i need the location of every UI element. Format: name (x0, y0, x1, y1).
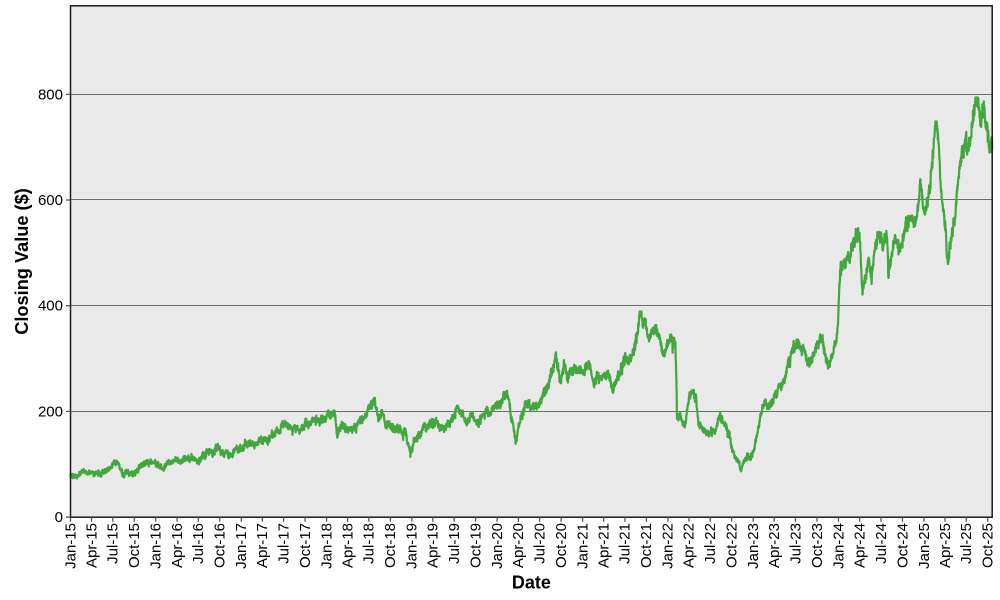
svg-text:Apr-19: Apr-19 (425, 523, 442, 568)
svg-text:Apr-25: Apr-25 (937, 523, 954, 568)
svg-text:Apr-17: Apr-17 (254, 523, 271, 568)
svg-text:Apr-23: Apr-23 (766, 523, 783, 568)
svg-text:400: 400 (38, 298, 63, 315)
svg-text:Jul-17: Jul-17 (275, 523, 292, 564)
svg-text:Jan-19: Jan-19 (404, 523, 421, 569)
svg-text:Apr-20: Apr-20 (510, 523, 527, 568)
svg-text:600: 600 (38, 192, 63, 209)
svg-text:Jan-21: Jan-21 (574, 523, 591, 569)
svg-text:Oct-19: Oct-19 (467, 523, 484, 568)
svg-text:Jul-22: Jul-22 (702, 523, 719, 564)
svg-text:Closing Value ($): Closing Value ($) (12, 188, 32, 335)
svg-text:Jan-25: Jan-25 (916, 523, 933, 569)
svg-text:Apr-18: Apr-18 (339, 523, 356, 568)
svg-text:Oct-23: Oct-23 (809, 523, 826, 568)
svg-text:Date: Date (512, 573, 551, 593)
svg-text:Jan-23: Jan-23 (745, 523, 762, 569)
svg-text:Oct-24: Oct-24 (894, 523, 911, 568)
svg-text:Jan-18: Jan-18 (318, 523, 335, 569)
svg-text:Oct-21: Oct-21 (638, 523, 655, 568)
svg-text:Apr-15: Apr-15 (83, 523, 100, 568)
svg-text:Oct-25: Oct-25 (980, 523, 997, 568)
svg-text:Apr-16: Apr-16 (169, 523, 186, 568)
svg-text:Apr-24: Apr-24 (852, 523, 869, 568)
svg-text:Jul-24: Jul-24 (873, 523, 890, 564)
svg-text:Jan-22: Jan-22 (660, 523, 677, 569)
svg-text:Jan-20: Jan-20 (489, 523, 506, 569)
svg-text:Jul-19: Jul-19 (446, 523, 463, 564)
svg-text:200: 200 (38, 403, 63, 420)
svg-text:Jul-15: Jul-15 (105, 523, 122, 564)
svg-text:Jul-21: Jul-21 (617, 523, 634, 564)
svg-text:Jan-17: Jan-17 (233, 523, 250, 569)
svg-text:Jul-16: Jul-16 (190, 523, 207, 564)
svg-text:Jan-24: Jan-24 (830, 523, 847, 569)
svg-text:Jul-23: Jul-23 (787, 523, 804, 564)
svg-text:800: 800 (38, 86, 63, 103)
svg-text:Jul-20: Jul-20 (531, 523, 548, 564)
svg-text:Jul-25: Jul-25 (958, 523, 975, 564)
svg-text:Oct-18: Oct-18 (382, 523, 399, 568)
svg-text:Oct-17: Oct-17 (297, 523, 314, 568)
svg-text:Jul-18: Jul-18 (361, 523, 378, 564)
svg-text:Oct-22: Oct-22 (723, 523, 740, 568)
svg-text:Jan-15: Jan-15 (62, 523, 79, 569)
svg-text:Jan-16: Jan-16 (148, 523, 165, 569)
svg-text:Apr-21: Apr-21 (595, 523, 612, 568)
svg-text:0: 0 (55, 509, 63, 526)
svg-text:Apr-22: Apr-22 (681, 523, 698, 568)
svg-text:Oct-16: Oct-16 (212, 523, 229, 568)
svg-text:Oct-15: Oct-15 (126, 523, 143, 568)
svg-text:Oct-20: Oct-20 (553, 523, 570, 568)
